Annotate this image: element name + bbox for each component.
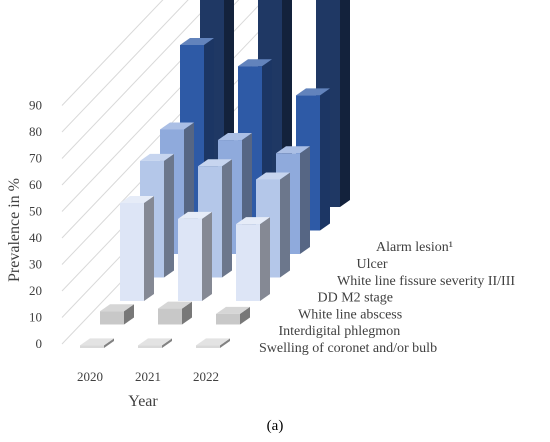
figure-caption: (a): [267, 418, 284, 434]
series-label: White line fissure severity II/III: [337, 274, 515, 289]
y-tick-labels: 0 10 20 30 40 50 60 70 80 90: [29, 98, 42, 352]
bar: [196, 338, 230, 348]
bar: [158, 301, 192, 325]
gridline: [61, 0, 214, 159]
bar: [138, 338, 172, 348]
bars: [80, 0, 350, 348]
series-labels: Swelling of coronet and/or bulb Interdigi…: [259, 240, 515, 356]
y-tick-label: 0: [36, 336, 43, 351]
y-tick-label: 90: [29, 98, 42, 113]
series-label: DD M2 stage: [318, 291, 393, 306]
bar: [236, 217, 270, 301]
gridline: [61, 0, 189, 133]
y-tick-label: 40: [29, 230, 42, 245]
bar: [100, 304, 134, 325]
y-tick-label: 10: [29, 310, 42, 325]
series-label: Ulcer: [357, 257, 388, 272]
bar: [216, 306, 250, 325]
y-tick-label: 50: [29, 204, 42, 219]
y-tick-label: 80: [29, 124, 42, 139]
bar: [80, 338, 114, 348]
series-label: Swelling of coronet and/or bulb: [259, 341, 437, 356]
x-tick-labels: 2020 2021 2022: [77, 369, 219, 384]
x-tick-label: 2022: [193, 369, 219, 384]
gridline: [61, 0, 240, 186]
y-tick-label: 60: [29, 177, 42, 192]
bar: [178, 211, 212, 301]
y-tick-label: 30: [29, 257, 42, 272]
series-label: Interdigital phlegmon: [279, 324, 401, 339]
y-axis-label: Prevalence in %: [6, 178, 23, 282]
bar: [120, 195, 154, 301]
series-label: White line abscess: [298, 307, 402, 322]
x-axis-label: Year: [128, 393, 158, 410]
gridline: [61, 0, 265, 212]
y-tick-label: 70: [29, 151, 42, 166]
x-tick-label: 2020: [77, 369, 103, 384]
x-tick-label: 2021: [135, 369, 161, 384]
gridline: [61, 0, 164, 106]
y-tick-label: 20: [29, 283, 42, 298]
series-label: Alarm lesion¹: [376, 240, 453, 255]
